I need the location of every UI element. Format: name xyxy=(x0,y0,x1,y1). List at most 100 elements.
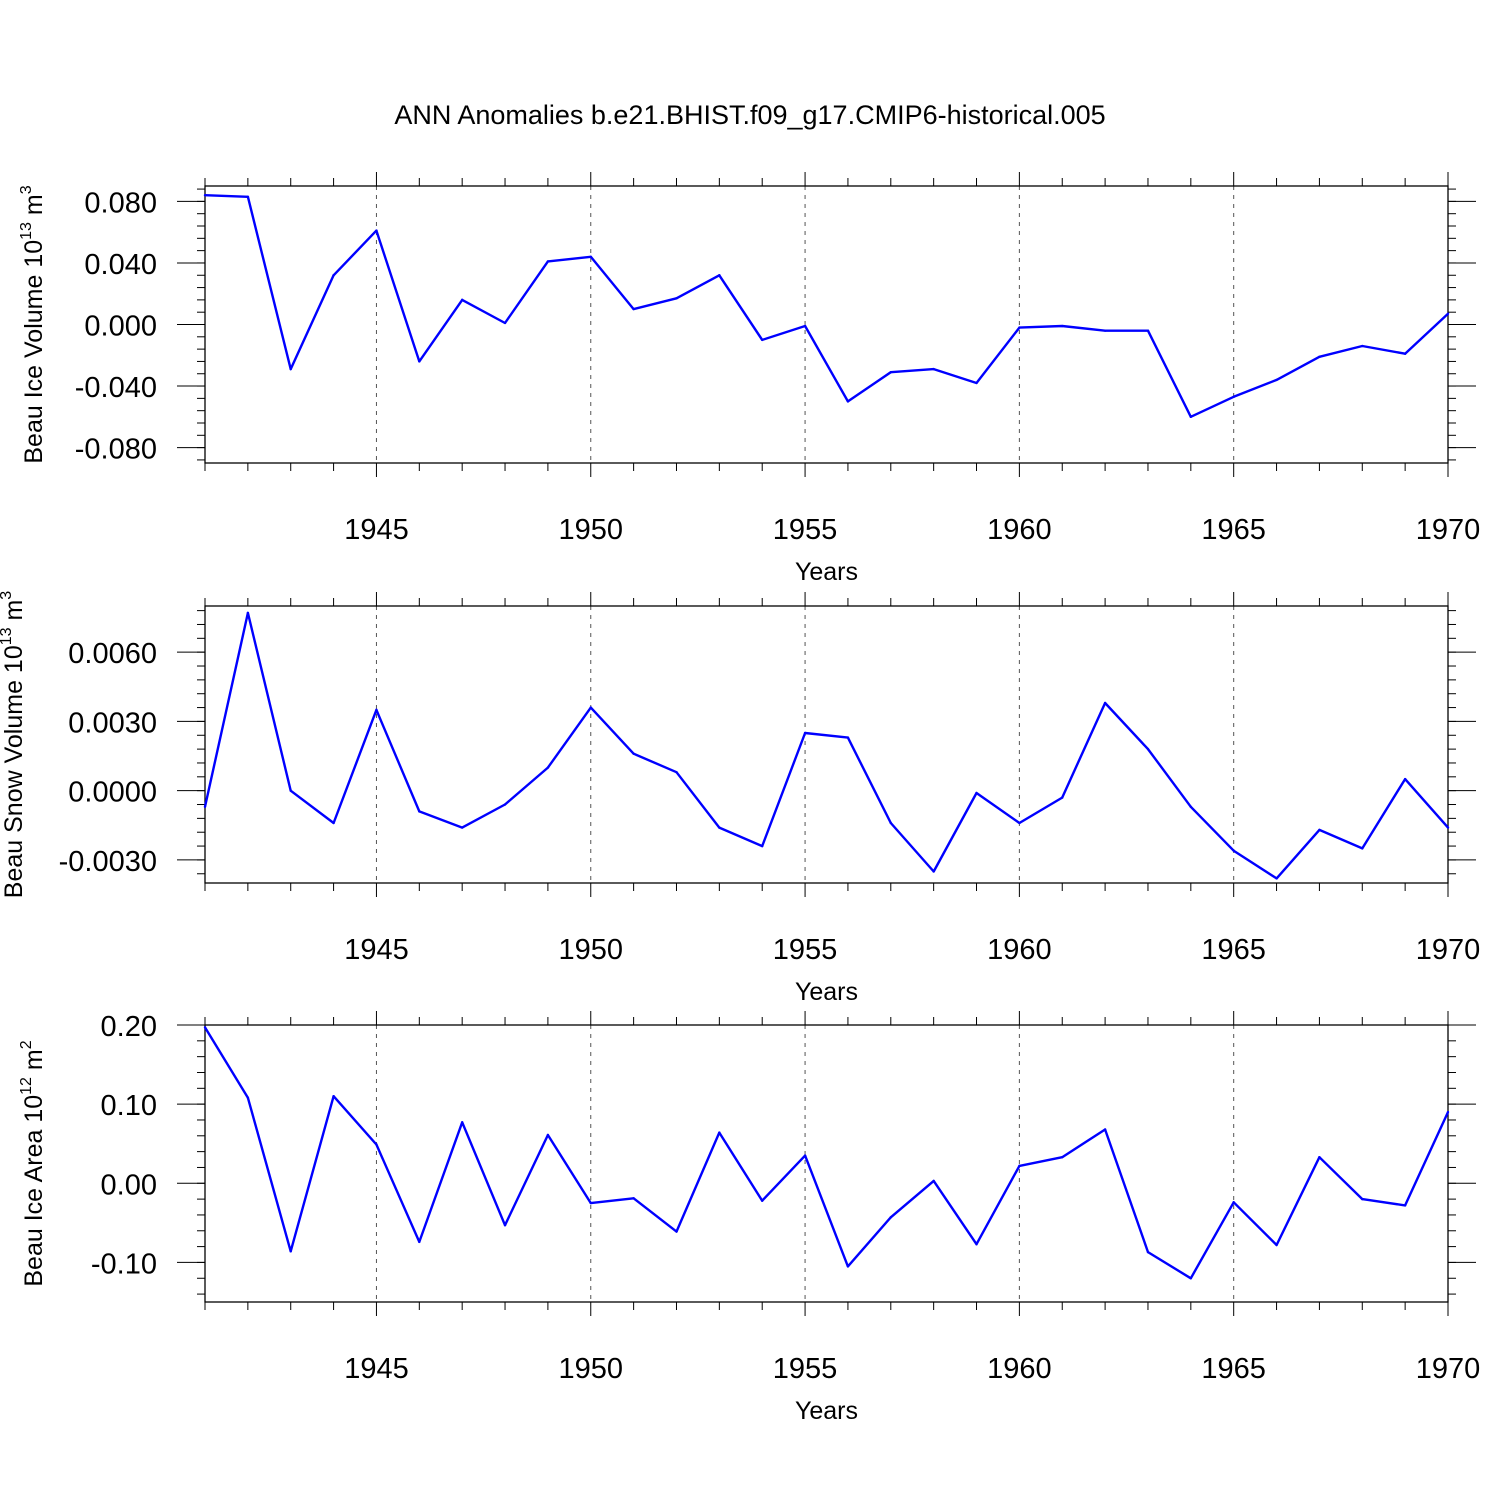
data-point xyxy=(289,367,292,371)
y-axis-label-superscript: 12 xyxy=(18,1077,35,1095)
data-point xyxy=(1146,1250,1150,1254)
data-point xyxy=(1232,1201,1235,1204)
x-axis-label: Years xyxy=(795,978,858,1006)
data-point xyxy=(246,611,250,615)
y-axis-label-superscript: 2 xyxy=(18,1040,35,1049)
series-line xyxy=(204,194,1449,418)
y-tick-label: -0.0030 xyxy=(59,846,157,878)
data-point xyxy=(975,1243,978,1246)
data-point xyxy=(675,1230,678,1233)
data-point xyxy=(1146,329,1150,332)
data-point xyxy=(1318,1155,1321,1159)
data-point xyxy=(632,307,635,311)
data-point xyxy=(1146,747,1150,751)
data-point xyxy=(803,731,807,735)
y-tick-label: 0.20 xyxy=(101,1011,157,1043)
y-tick-label: -0.10 xyxy=(91,1248,157,1280)
y-axis-label-part: m xyxy=(20,194,48,222)
y-tick-label: 0.080 xyxy=(84,187,157,219)
data-point xyxy=(1189,1277,1193,1280)
data-point xyxy=(203,194,207,197)
plot-frame xyxy=(204,1024,1449,1303)
data-point xyxy=(718,1131,721,1134)
data-point xyxy=(1446,312,1450,315)
data-point xyxy=(203,1026,207,1029)
data-point xyxy=(332,821,335,825)
y-axis-label-superscript: 13 xyxy=(0,627,15,645)
data-point xyxy=(375,708,378,712)
data-point xyxy=(1318,828,1321,832)
data-point xyxy=(1361,847,1364,850)
y-axis-label: Beau Ice Volume 1013 m3 xyxy=(18,185,48,463)
x-tick-label: 1955 xyxy=(773,934,838,966)
y-tick-label: 0.000 xyxy=(84,311,157,343)
y-axis-label-part: m xyxy=(20,1049,48,1077)
x-tick-label: 1955 xyxy=(773,514,838,546)
data-point xyxy=(1275,877,1278,880)
data-point xyxy=(1361,1197,1364,1201)
data-point xyxy=(803,1154,807,1157)
data-point xyxy=(632,1197,635,1200)
x-tick-label: 1950 xyxy=(559,514,624,546)
data-point xyxy=(932,367,935,371)
data-point xyxy=(975,791,978,795)
x-tick-label: 1950 xyxy=(559,934,624,966)
x-tick-label: 1970 xyxy=(1416,514,1481,546)
data-point xyxy=(289,1250,292,1253)
data-point xyxy=(1189,805,1193,809)
x-tick-label: 1965 xyxy=(1201,934,1266,966)
data-point xyxy=(889,1216,892,1219)
data-point xyxy=(1061,324,1064,328)
series-line xyxy=(203,1026,1450,1280)
panels: -0.080 -0.040 0.000 0.040 0.080 1945 1950 1955 1… xyxy=(0,172,1480,1425)
data-point xyxy=(1018,1164,1021,1168)
plot-frame xyxy=(204,185,1449,464)
data-point xyxy=(1318,355,1321,359)
data-point xyxy=(632,752,635,755)
data-point xyxy=(460,298,464,302)
data-point xyxy=(246,195,250,198)
data-point xyxy=(203,805,207,809)
data-point xyxy=(932,1179,935,1183)
y-tick-label: 0.0060 xyxy=(68,638,157,670)
data-point xyxy=(375,229,378,232)
data-point xyxy=(546,260,550,263)
x-tick-label: 1945 xyxy=(344,514,409,546)
panel-3: -0.10 0.00 0.10 0.20 1945 1950 1955 1960 1965 197… xyxy=(18,1011,1480,1425)
x-tick-label: 1955 xyxy=(773,1353,838,1385)
y-tick-label: 0.0030 xyxy=(68,707,157,739)
data-point xyxy=(846,736,850,739)
y-tick-label: 0.00 xyxy=(101,1169,157,1201)
x-tick-label: 1960 xyxy=(987,514,1052,546)
data-point xyxy=(589,1201,592,1205)
data-point xyxy=(889,371,892,374)
x-axis-label: Years xyxy=(795,1397,858,1425)
data-point xyxy=(718,826,721,829)
y-axis-label: Beau Snow Volume 1013 m3 xyxy=(0,591,28,899)
panel-1: -0.080 -0.040 0.000 0.040 0.080 1945 1950 1955 1… xyxy=(18,172,1480,586)
data-point xyxy=(1061,1155,1064,1159)
data-point xyxy=(675,297,678,300)
x-tick-label: 1945 xyxy=(344,1353,409,1385)
x-tick-label: 1960 xyxy=(987,934,1052,966)
data-point xyxy=(546,766,550,769)
data-point xyxy=(503,803,507,806)
data-point xyxy=(1232,395,1235,399)
y-axis-label-superscript: 13 xyxy=(18,222,35,240)
data-point xyxy=(1103,1128,1107,1131)
data-point xyxy=(675,771,678,774)
x-tick-label: 1965 xyxy=(1201,1353,1266,1385)
data-point xyxy=(460,1121,464,1124)
data-point xyxy=(375,1143,378,1146)
y-axis-label: Beau Ice Area 1012 m2 xyxy=(18,1040,48,1286)
x-tick-label: 1970 xyxy=(1416,934,1481,966)
data-point xyxy=(1189,415,1193,419)
data-point xyxy=(1275,378,1278,382)
data-point xyxy=(418,1240,421,1244)
y-axis-label-superscript: 3 xyxy=(18,185,35,194)
data-point xyxy=(1018,821,1021,825)
data-point xyxy=(761,844,764,848)
chart-title: ANN Anomalies b.e21.BHIST.f09_g17.CMIP6-… xyxy=(394,100,1105,130)
y-axis-label-part: Beau Ice Area 10 xyxy=(20,1095,48,1287)
